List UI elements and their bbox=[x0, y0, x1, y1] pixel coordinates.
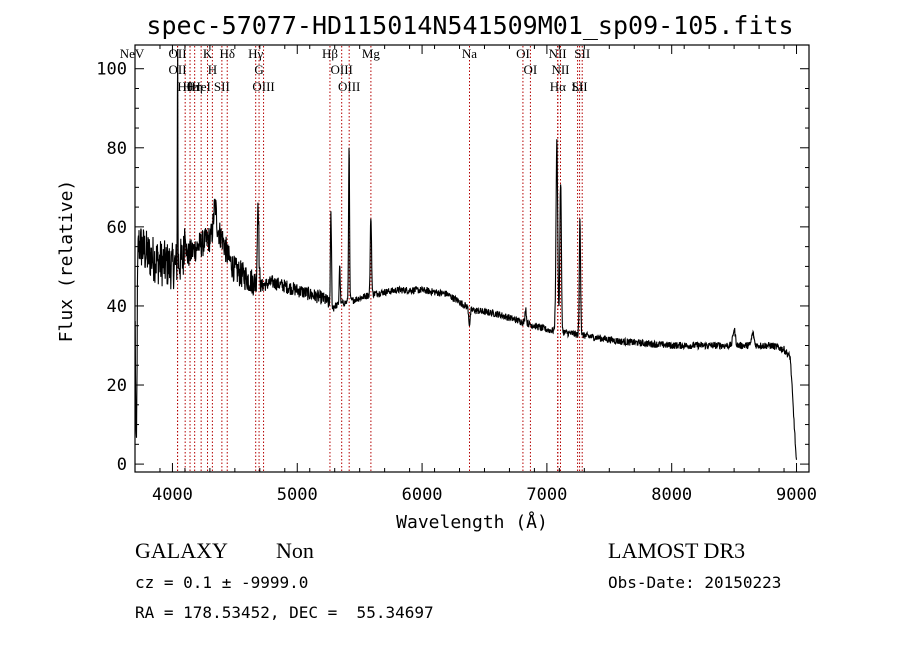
marker-label: NII bbox=[551, 62, 569, 77]
marker-label: OIII bbox=[252, 79, 274, 94]
marker-label: Hη bbox=[187, 79, 203, 94]
marker-label: OI bbox=[524, 62, 538, 77]
marker-label: H bbox=[208, 62, 217, 77]
object-class: GALAXY bbox=[135, 538, 228, 563]
marker-label: Hδ bbox=[219, 46, 235, 61]
coordinates: RA = 178.53452, DEC = 55.34697 bbox=[135, 603, 434, 622]
plot-frame bbox=[134, 44, 810, 473]
object-subclass: Non bbox=[276, 538, 314, 563]
chart-title: spec-57077-HD115014N541509M01_sp09-105.f… bbox=[146, 11, 793, 40]
y-tick-label: 40 bbox=[107, 297, 127, 317]
x-tick-label: 8000 bbox=[651, 485, 692, 505]
marker-label: OI bbox=[516, 46, 530, 61]
marker-label: Hγ bbox=[248, 46, 263, 61]
marker-label: SII bbox=[574, 46, 590, 61]
marker-label: G bbox=[254, 62, 263, 77]
observation-date: Obs-Date: 20150223 bbox=[608, 573, 782, 592]
y-tick-label: 80 bbox=[107, 139, 127, 159]
x-tick-label: 4000 bbox=[152, 485, 193, 505]
marker-label: Hβ bbox=[322, 46, 338, 61]
marker-label: K bbox=[203, 46, 213, 61]
marker-label: Li bbox=[572, 79, 584, 94]
x-tick-label: 5000 bbox=[277, 485, 318, 505]
marker-label: Na bbox=[462, 46, 477, 61]
marker-label: NeV bbox=[120, 46, 145, 61]
y-tick-label: 20 bbox=[107, 376, 127, 396]
x-axis: 4000 5000 6000 7000 8000 9000 bbox=[134, 45, 817, 505]
marker-label: Hθ bbox=[177, 79, 193, 94]
redshift-value: cz = 0.1 ± -9999.0 bbox=[135, 573, 309, 592]
y-axis: 0 20 40 60 80 100 bbox=[96, 60, 809, 475]
marker-label: Mg bbox=[362, 46, 381, 61]
marker-label: HeI bbox=[191, 79, 211, 94]
y-tick-label: 0 bbox=[117, 455, 127, 475]
x-tick-label: 7000 bbox=[526, 485, 567, 505]
marker-label: SII bbox=[572, 79, 588, 94]
spectrum-line bbox=[134, 48, 798, 460]
survey-name: LAMOST DR3 bbox=[608, 538, 746, 563]
emission-line-markers bbox=[177, 46, 583, 471]
marker-label: Hε bbox=[183, 79, 198, 94]
marker-label: OIII bbox=[330, 62, 352, 77]
x-tick-label: 6000 bbox=[402, 485, 443, 505]
marker-label: Hα bbox=[550, 79, 566, 94]
marker-label: NII bbox=[549, 46, 567, 61]
y-axis-label: Flux (relative) bbox=[56, 180, 77, 343]
marker-label: OIII bbox=[338, 79, 360, 94]
y-tick-label: 100 bbox=[96, 60, 127, 80]
marker-label: SII bbox=[214, 79, 230, 94]
y-tick-label: 60 bbox=[107, 218, 127, 238]
x-tick-label: 9000 bbox=[776, 485, 817, 505]
x-axis-label: Wavelength (Å) bbox=[396, 511, 548, 533]
